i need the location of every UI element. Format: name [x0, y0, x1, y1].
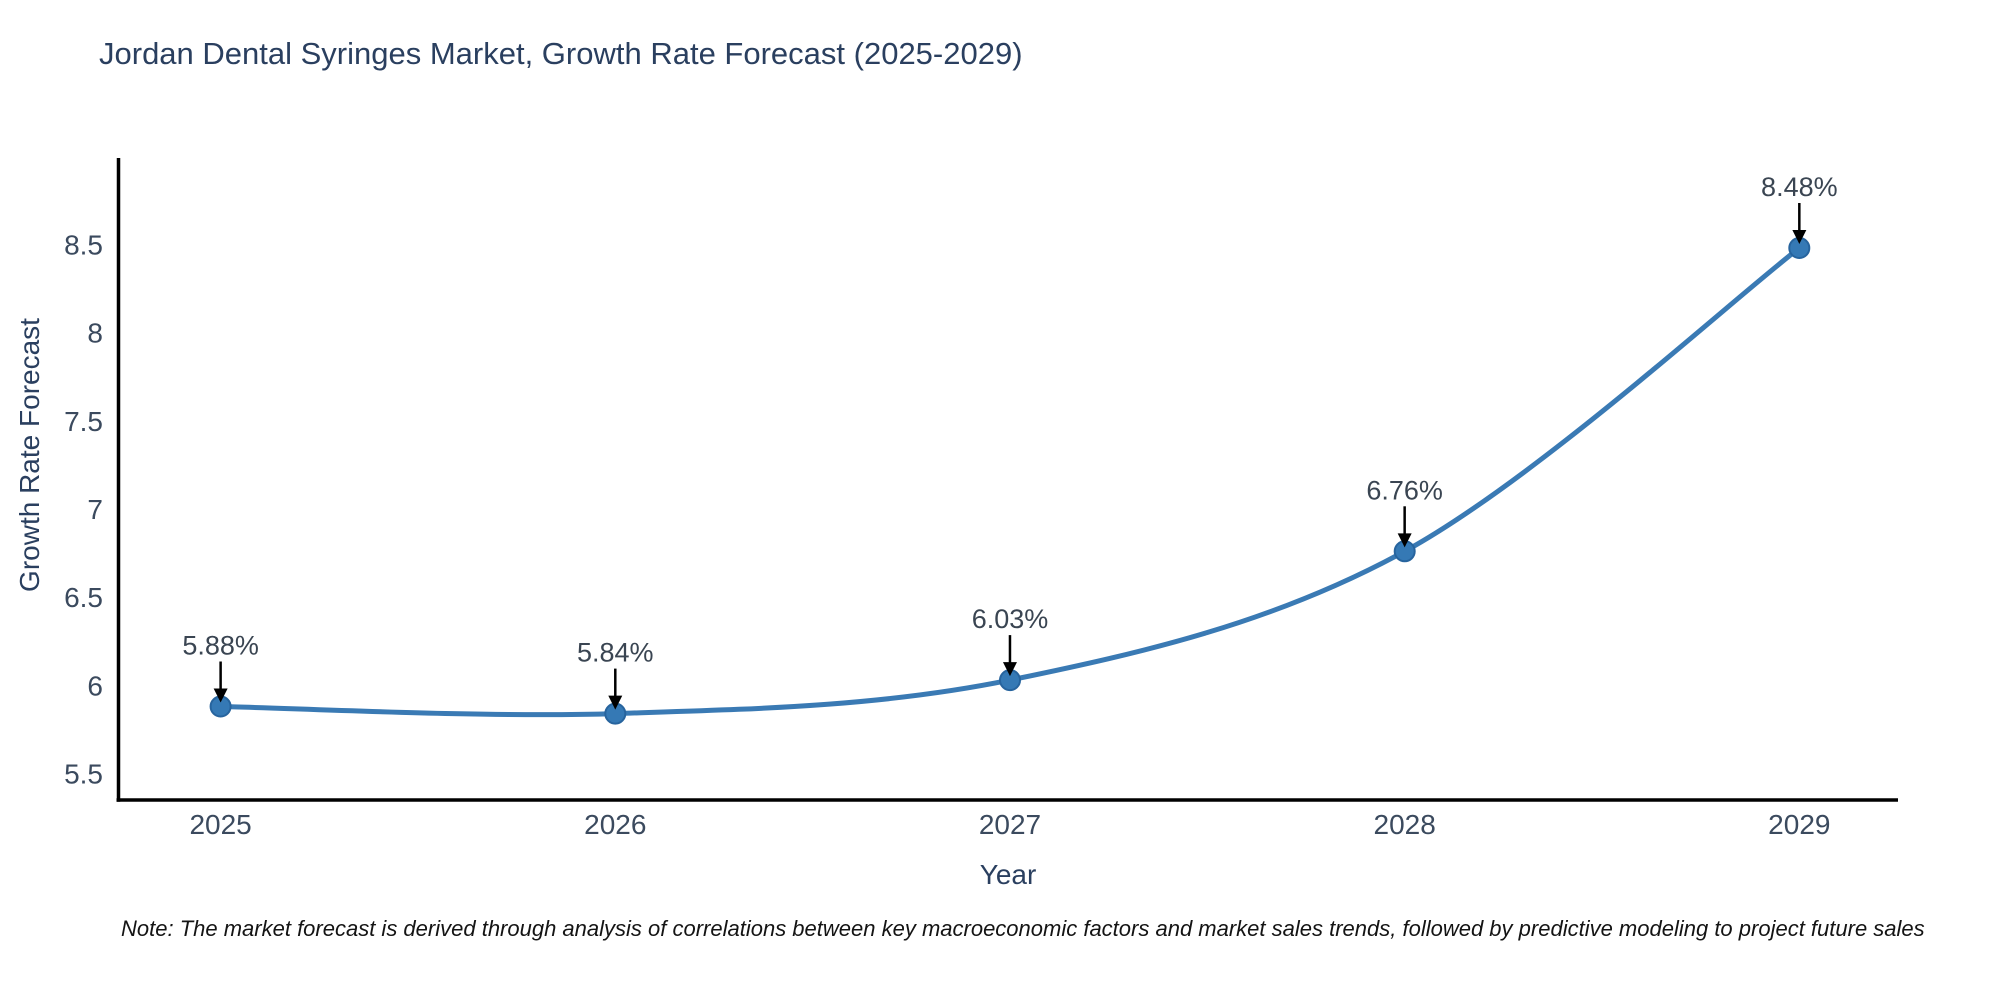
y-tick-label: 8 — [87, 318, 103, 349]
annotation-arrowhead-icon — [213, 688, 228, 703]
annotation-label: 5.88% — [182, 631, 259, 661]
annotation-arrowhead-icon — [1002, 662, 1017, 677]
y-tick-label: 5.5 — [64, 759, 103, 790]
annotation-label: 6.03% — [972, 604, 1049, 634]
annotation-arrowhead-icon — [1792, 229, 1807, 244]
annotation-label: 8.48% — [1761, 172, 1838, 202]
x-tick-label: 2025 — [189, 809, 251, 840]
y-tick-label: 8.5 — [64, 229, 103, 260]
line-series — [218, 245, 1802, 718]
annotation-arrowhead-icon — [1397, 533, 1412, 548]
annotation-label: 5.84% — [577, 638, 654, 668]
chart-title: Jordan Dental Syringes Market, Growth Ra… — [99, 36, 1023, 71]
y-tick-label: 7.5 — [64, 406, 103, 437]
x-tick-label: 2026 — [584, 809, 646, 840]
y-tick-label: 7 — [87, 494, 103, 525]
annotation-arrowhead-icon — [608, 695, 623, 710]
x-axis-title: Year — [979, 859, 1037, 890]
x-tick-label: 2029 — [1768, 809, 1830, 840]
footnote: Note: The market forecast is derived thr… — [121, 916, 1925, 941]
y-tick-label: 6.5 — [64, 582, 103, 613]
y-tick-label: 6 — [87, 670, 103, 701]
annotation-label: 6.76% — [1366, 475, 1443, 505]
x-tick-label: 2028 — [1374, 809, 1436, 840]
x-tick-label: 2027 — [979, 809, 1041, 840]
